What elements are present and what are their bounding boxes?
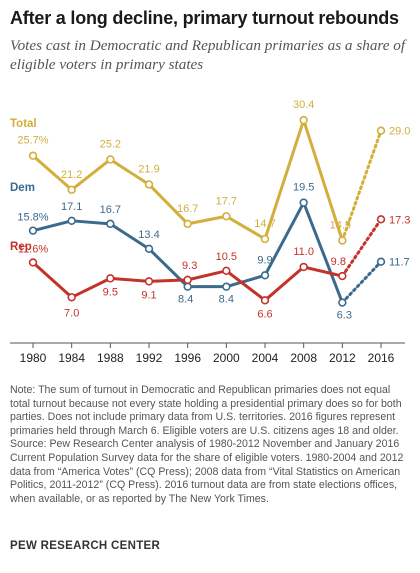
x-tick-label: 2012 — [329, 351, 356, 365]
data-label: 13.4 — [138, 229, 159, 241]
data-point — [260, 271, 270, 280]
data-label: 8.4 — [219, 294, 234, 306]
data-label: 25.2 — [100, 138, 121, 150]
data-label: 29.0 — [389, 126, 410, 138]
data-label: 15.8% — [17, 212, 48, 224]
data-label: 9.9 — [257, 254, 272, 266]
data-point — [67, 185, 76, 194]
data-point — [299, 115, 308, 125]
series-name-label: Rep — [10, 241, 32, 253]
x-tick-label: 2016 — [368, 351, 395, 365]
x-tick-label: 2000 — [213, 351, 240, 365]
data-point — [299, 198, 308, 207]
data-label: 17.1 — [61, 201, 82, 213]
data-point — [260, 234, 270, 244]
series-projection-total — [340, 129, 383, 242]
series-rep: 11.6% 7.0 9.5 9.1 9.3 10.5 6.6 11.0 9.8 17.3 Rep — [10, 214, 410, 320]
data-point — [28, 151, 38, 160]
series-name-label: Dem — [10, 182, 35, 194]
data-label: 7.0 — [64, 307, 79, 319]
data-point — [144, 277, 154, 286]
data-point — [376, 215, 386, 224]
data-label: 30.4 — [293, 100, 314, 111]
note-text: Note: The sum of turnout in Democratic a… — [10, 384, 402, 437]
data-point — [67, 293, 76, 302]
data-point — [222, 266, 231, 275]
data-point — [106, 274, 115, 283]
series-total: 25.7% 21.2 25.2 21.9 16.7 17.7 14.7 30.4 14.5 29.… — [10, 100, 410, 245]
data-point — [222, 212, 231, 221]
x-tick-label: 1984 — [58, 351, 85, 365]
series-name-label: Total — [10, 118, 37, 130]
x-tick-label: 1980 — [20, 351, 47, 365]
x-tick-label: 2004 — [252, 351, 279, 365]
chart-title: After a long decline, primary turnout re… — [10, 8, 399, 28]
data-label: 16.7 — [100, 204, 121, 216]
data-point — [338, 298, 347, 307]
data-label: 16.7 — [177, 203, 198, 215]
x-tick-label: 2008 — [290, 351, 317, 365]
data-point — [28, 226, 38, 235]
data-point — [67, 216, 76, 226]
line-chart: 1980 1984 1988 1992 1996 2000 2004 2008 2012 2016… — [10, 100, 410, 365]
data-label: 21.9 — [138, 163, 159, 175]
data-label: 11.0 — [293, 246, 314, 258]
data-label: 9.1 — [141, 289, 156, 301]
chart-subtitle: Votes cast in Democratic and Republican … — [10, 37, 406, 73]
series-projection-rep — [340, 217, 383, 278]
notes: Note: The sum of turnout in Democratic a… — [10, 384, 412, 506]
data-label: 14.5 — [330, 220, 351, 232]
data-point — [183, 275, 192, 285]
data-label: 11.7 — [389, 257, 410, 269]
x-tick-label: 1992 — [136, 351, 163, 365]
series-projection-dem — [340, 260, 383, 305]
data-point — [106, 219, 115, 229]
data-label: 6.3 — [337, 310, 352, 322]
data-label: 14.7 — [254, 218, 275, 230]
data-point — [376, 257, 386, 266]
data-label: 9.8 — [331, 256, 346, 268]
data-label: 19.5 — [293, 182, 314, 194]
data-label: 9.5 — [103, 286, 118, 298]
data-point — [260, 296, 270, 305]
data-point — [183, 282, 192, 291]
data-point — [222, 282, 231, 291]
source-text: Source: Pew Research Center analysis of … — [10, 438, 404, 505]
data-label: 8.4 — [178, 294, 193, 306]
data-point — [28, 258, 38, 267]
data-label: 10.5 — [216, 251, 237, 263]
data-label: 17.7 — [216, 195, 237, 207]
data-label: 11.6% — [18, 243, 49, 255]
series-dem: 15.8% 17.1 16.7 13.4 8.4 8.4 9.9 19.5 6.3 11.7 Dem — [10, 182, 410, 322]
data-point — [376, 126, 386, 135]
data-point — [183, 219, 192, 229]
footer-org: PEW RESEARCH CENTER — [10, 540, 161, 552]
data-label: 9.3 — [182, 260, 197, 272]
data-point — [338, 236, 347, 245]
data-label: 17.3 — [389, 214, 410, 226]
data-point — [144, 244, 154, 254]
data-label: 25.7% — [17, 135, 48, 147]
x-tick-label: 1988 — [97, 351, 124, 365]
data-point — [144, 180, 154, 189]
data-point — [106, 155, 115, 164]
x-tick-label: 1996 — [174, 351, 201, 365]
data-point — [338, 271, 347, 281]
data-label: 21.2 — [61, 169, 82, 181]
data-label: 6.6 — [257, 308, 272, 320]
data-point — [299, 262, 308, 272]
